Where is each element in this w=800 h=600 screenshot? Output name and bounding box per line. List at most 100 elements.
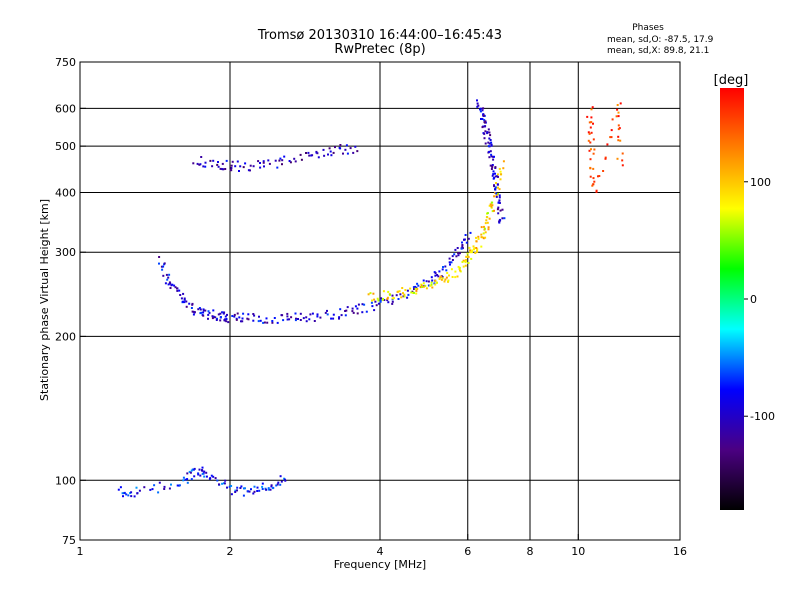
- echo-point: [459, 269, 461, 272]
- echo-point: [604, 156, 607, 159]
- echo-point: [497, 206, 500, 209]
- echo-point: [621, 164, 624, 167]
- stats-o-mode: mean, sd,O: -87.5, 17.9: [607, 35, 714, 45]
- echo-point: [191, 302, 194, 305]
- echo-point: [305, 152, 307, 154]
- echo-point: [481, 236, 484, 239]
- echo-point: [158, 262, 160, 265]
- echo-point: [391, 294, 394, 297]
- echo-point: [244, 487, 246, 490]
- echo-point: [588, 149, 591, 152]
- echo-point: [262, 160, 265, 163]
- echo-point: [300, 158, 303, 161]
- echo-point: [430, 276, 433, 279]
- echo-point: [494, 172, 496, 175]
- echo-point: [211, 165, 214, 168]
- echo-point: [621, 152, 624, 155]
- echo-point: [597, 175, 599, 178]
- echo-point: [417, 284, 420, 287]
- echo-point: [299, 153, 302, 156]
- echo-point: [182, 292, 185, 295]
- echo-point: [492, 173, 495, 176]
- echo-point: [322, 148, 325, 151]
- echo-point: [595, 189, 598, 192]
- echo-point: [422, 279, 425, 282]
- echo-point: [496, 208, 499, 211]
- echo-point: [363, 303, 366, 306]
- echo-point: [297, 318, 299, 320]
- echo-point: [279, 157, 282, 160]
- echo-point: [198, 163, 201, 166]
- echo-point: [224, 315, 227, 318]
- echo-point: [153, 484, 156, 487]
- echo-point: [176, 484, 179, 487]
- echo-point: [495, 175, 498, 178]
- echo-point: [474, 252, 477, 254]
- echo-point: [258, 489, 261, 492]
- echo-point: [271, 321, 274, 324]
- echo-point: [495, 195, 498, 198]
- echo-point: [454, 270, 457, 273]
- echo-point: [163, 485, 166, 488]
- echo-point: [349, 147, 352, 150]
- echo-point: [262, 321, 265, 324]
- echo-point: [267, 159, 270, 162]
- echo-point: [488, 150, 491, 153]
- echo-point: [482, 232, 485, 235]
- echo-point: [462, 259, 465, 262]
- echo-point: [595, 190, 598, 193]
- echo-point: [289, 161, 292, 164]
- echo-point: [227, 321, 230, 324]
- echo-point: [604, 157, 607, 160]
- echo-point: [273, 317, 276, 319]
- echo-point: [276, 321, 279, 324]
- x-axis-label: Frequency [MHz]: [334, 558, 426, 571]
- echo-point: [592, 177, 595, 180]
- echo-point: [219, 312, 222, 315]
- echo-point: [356, 150, 359, 153]
- echo-point: [483, 225, 485, 228]
- echo-point: [397, 298, 400, 300]
- echo-point: [376, 297, 379, 300]
- echo-point: [602, 170, 605, 172]
- echo-point: [188, 470, 191, 473]
- echo-point: [416, 282, 419, 285]
- echo-point: [592, 183, 595, 186]
- echo-point: [186, 472, 189, 475]
- echo-point: [491, 166, 494, 168]
- echo-point: [270, 484, 273, 487]
- echo-point: [162, 274, 165, 277]
- echo-point: [256, 486, 259, 489]
- echo-point: [503, 217, 506, 220]
- echo-point: [259, 319, 262, 322]
- echo-point: [615, 115, 618, 118]
- echo-point: [183, 298, 186, 301]
- echo-point: [491, 204, 494, 207]
- echo-point: [184, 478, 187, 481]
- echo-point: [461, 244, 464, 246]
- echo-point: [295, 317, 297, 320]
- echo-point: [488, 204, 491, 207]
- echo-point: [171, 283, 174, 286]
- echo-point: [281, 159, 284, 162]
- echo-point: [168, 273, 171, 276]
- echo-point: [593, 148, 596, 151]
- echo-point: [192, 313, 195, 316]
- echo-point: [204, 309, 207, 312]
- echo-point: [470, 251, 473, 254]
- echo-point: [316, 315, 319, 318]
- echo-point: [610, 136, 613, 139]
- echo-point: [283, 478, 286, 481]
- echo-point: [416, 288, 419, 290]
- echo-point: [497, 175, 499, 178]
- echo-point: [496, 183, 499, 186]
- echo-point: [253, 490, 256, 493]
- echo-point: [252, 313, 255, 315]
- echo-point: [490, 153, 493, 156]
- echo-point: [308, 154, 311, 157]
- echo-point: [208, 477, 211, 480]
- echo-point: [438, 270, 441, 273]
- echo-point: [119, 486, 122, 489]
- echo-point: [436, 274, 439, 276]
- echo-point: [591, 184, 594, 187]
